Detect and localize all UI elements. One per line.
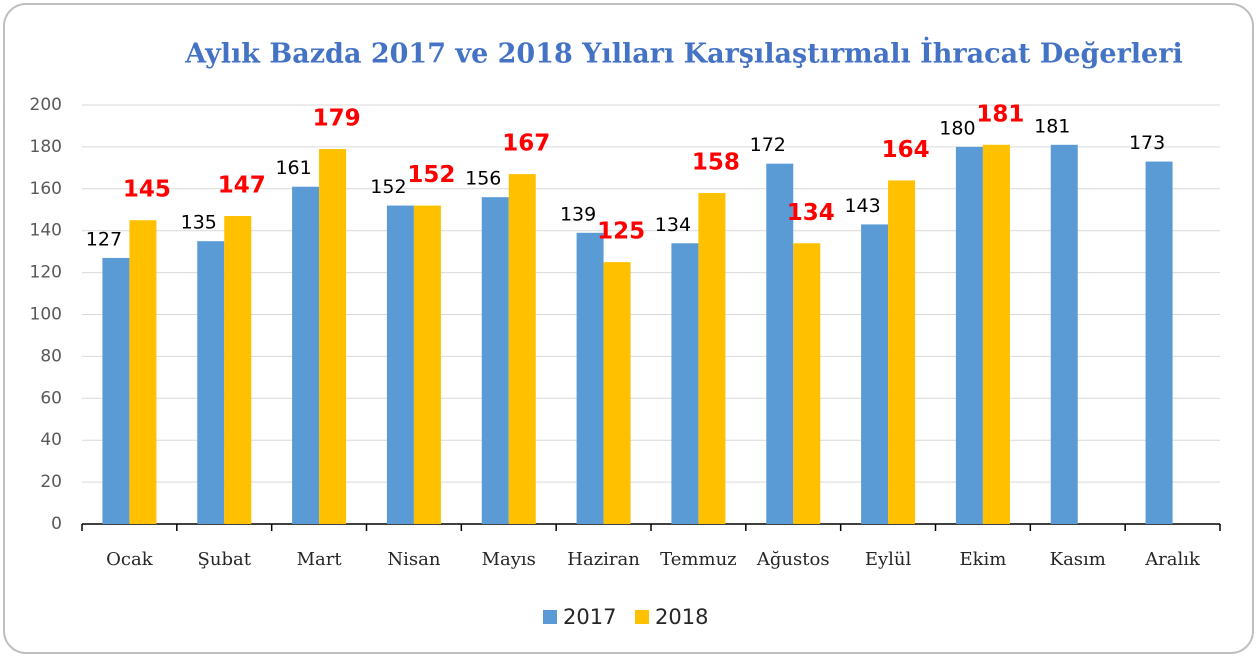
x-tick-label: Eylül xyxy=(865,549,912,570)
bar xyxy=(1050,144,1078,524)
data-label: 181 xyxy=(1034,115,1070,137)
bar xyxy=(982,144,1010,524)
data-label: 152 xyxy=(370,176,406,198)
bar xyxy=(793,243,821,524)
legend-swatch xyxy=(635,610,649,624)
bar xyxy=(386,205,414,524)
y-tick-label: 200 xyxy=(30,95,62,115)
data-label: 158 xyxy=(692,149,740,175)
x-tick-label: Temmuz xyxy=(660,549,736,570)
y-tick-label: 180 xyxy=(30,137,62,157)
bar xyxy=(603,262,631,524)
data-label: 143 xyxy=(844,195,880,217)
data-label: 134 xyxy=(787,200,835,226)
x-tick-label: Ağustos xyxy=(756,549,830,570)
bar xyxy=(576,232,604,525)
legend-label: 2017 xyxy=(563,605,616,629)
data-label: 164 xyxy=(882,137,930,163)
x-tick-label: Mayıs xyxy=(482,549,536,570)
bar xyxy=(888,180,916,525)
bar xyxy=(102,257,130,524)
x-tick-label: Ocak xyxy=(106,549,154,570)
x-tick-label: Haziran xyxy=(567,549,640,570)
bar xyxy=(766,163,794,524)
bar xyxy=(1145,161,1173,524)
legend-label: 2018 xyxy=(655,605,708,629)
y-tick-label: 160 xyxy=(30,179,62,199)
bar xyxy=(698,192,726,525)
y-tick-label: 60 xyxy=(40,388,62,408)
data-label: 125 xyxy=(597,219,645,245)
data-label: 181 xyxy=(976,101,1024,127)
y-tick-label: 80 xyxy=(40,346,62,366)
legend-swatch xyxy=(543,610,557,624)
data-label: 147 xyxy=(218,173,266,199)
y-tick-label: 140 xyxy=(30,221,62,241)
bar xyxy=(955,146,983,524)
data-label: 145 xyxy=(123,177,171,203)
data-label: 180 xyxy=(939,117,975,139)
data-label: 127 xyxy=(86,228,122,250)
y-tick-label: 100 xyxy=(30,305,62,325)
data-label: 152 xyxy=(407,162,455,188)
bar xyxy=(224,216,252,524)
bar xyxy=(413,205,441,524)
chart-title: Aylık Bazda 2017 ve 2018 Yılları Karşıla… xyxy=(184,36,1182,70)
bar xyxy=(319,148,347,524)
x-tick-label: Ekim xyxy=(959,549,1006,570)
bar xyxy=(481,197,509,524)
bar xyxy=(861,224,889,525)
data-label: 173 xyxy=(1129,132,1165,154)
bar xyxy=(129,220,157,524)
y-tick-label: 20 xyxy=(40,472,62,492)
data-label: 179 xyxy=(313,105,361,131)
y-tick-label: 120 xyxy=(30,263,62,283)
data-label: 172 xyxy=(750,134,786,156)
data-label: 167 xyxy=(502,131,550,157)
data-label: 156 xyxy=(465,168,501,190)
x-tick-label: Mart xyxy=(297,549,343,570)
bar xyxy=(292,186,320,524)
x-tick-label: Nisan xyxy=(387,549,440,570)
data-label: 134 xyxy=(655,214,691,236)
x-tick-label: Kasım xyxy=(1050,549,1106,570)
data-label: 139 xyxy=(560,203,596,225)
y-tick-label: 40 xyxy=(40,430,62,450)
y-tick-label: 0 xyxy=(51,514,62,534)
bar xyxy=(671,243,699,524)
bar xyxy=(508,174,536,524)
x-tick-label: Şubat xyxy=(198,549,252,570)
bar xyxy=(197,241,225,525)
data-label: 135 xyxy=(181,212,217,234)
data-label: 161 xyxy=(275,157,311,179)
x-tick-label: Aralık xyxy=(1144,549,1201,570)
